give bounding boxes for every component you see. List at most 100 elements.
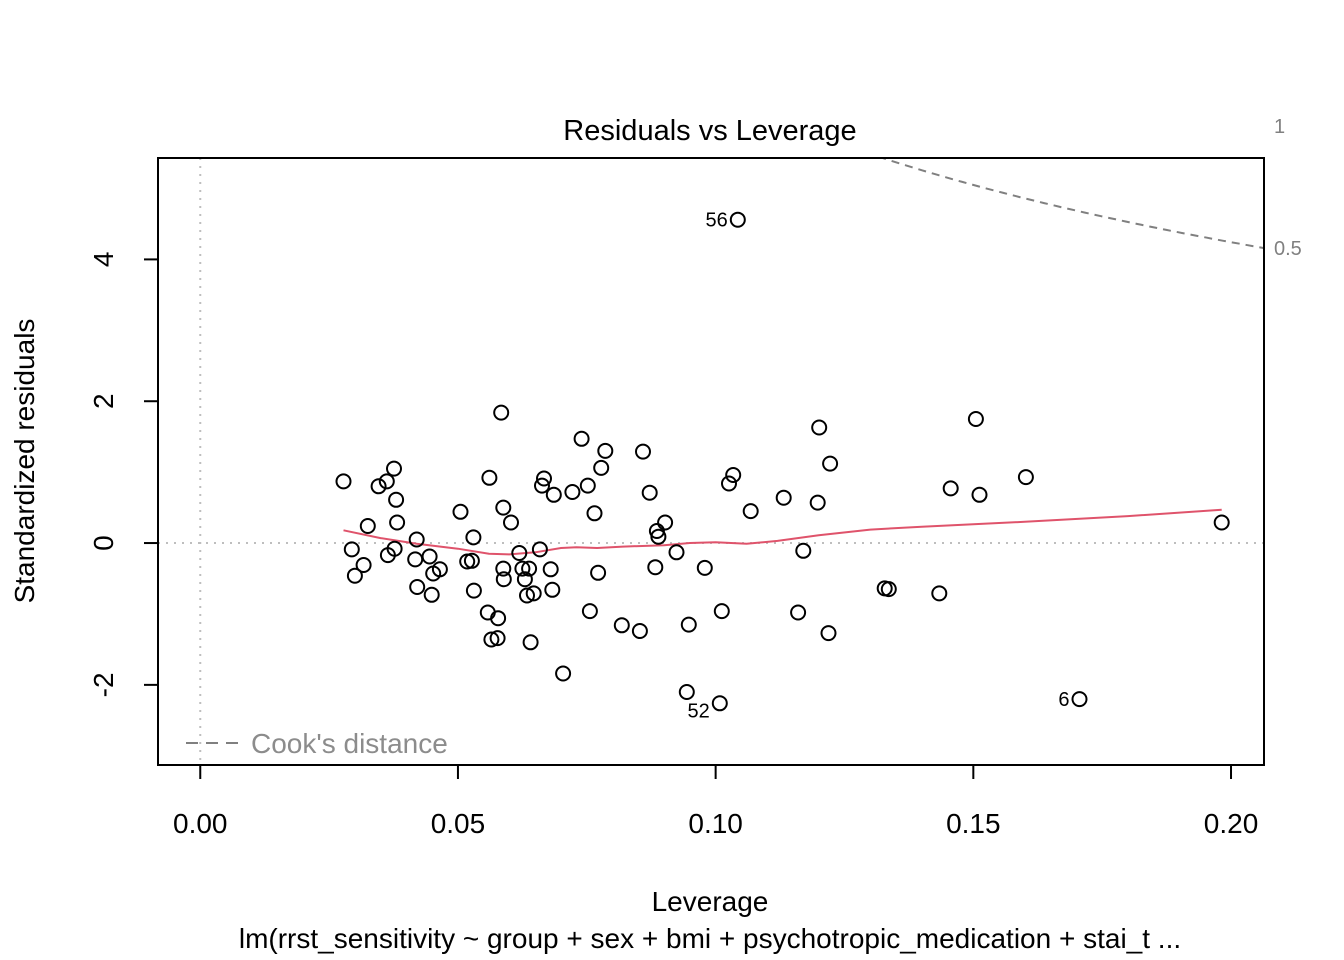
data-point-83 (931, 585, 948, 602)
data-point-45 (544, 581, 561, 598)
data-point-26 (483, 631, 500, 648)
data-point-79 (820, 625, 837, 642)
data-point-76 (795, 542, 812, 559)
cook-contour-label-0: 1 (1274, 116, 1285, 138)
data-point-16 (423, 586, 440, 603)
x-tick-label-3: 0.15 (946, 808, 1001, 839)
data-point-57 (631, 623, 648, 639)
data-point-85 (967, 411, 984, 427)
data-point-38 (521, 560, 538, 577)
cook-contour-0 (613, 0, 1264, 126)
data-point-14 (409, 579, 426, 595)
data-point-67 (696, 559, 713, 576)
data-point-52 (586, 505, 603, 522)
data-point-62 (650, 528, 667, 545)
data-point-84 (942, 480, 959, 497)
data-point-19 (452, 503, 469, 520)
data-point-28 (490, 610, 507, 627)
data-point-1 (343, 541, 360, 558)
data-point-36 (516, 571, 533, 588)
data-point-41 (531, 541, 548, 558)
data-point-46 (545, 486, 562, 503)
data-point-72 (729, 211, 746, 228)
data-point-5 (370, 478, 387, 495)
data-points (335, 211, 1230, 712)
cooks-distance-contours (613, 0, 1264, 250)
data-point-71 (725, 467, 742, 483)
data-point-40 (525, 585, 542, 602)
data-point-35 (514, 560, 531, 577)
data-point-80 (822, 455, 839, 472)
data-point-15 (421, 548, 438, 565)
data-point-51 (581, 603, 598, 620)
data-point-87 (1017, 469, 1034, 486)
data-point-63 (657, 514, 674, 531)
x-tick-label-1: 0.05 (431, 808, 486, 839)
data-point-70 (721, 475, 737, 492)
data-point-18 (431, 561, 448, 578)
data-point-31 (495, 560, 512, 577)
cook-contour-label-1: 0.5 (1274, 238, 1302, 260)
data-point-69 (713, 603, 730, 620)
point-labels: 56 52 6 (688, 210, 1070, 723)
data-point-39 (522, 634, 539, 651)
model-formula-caption: lm(rrst_sensitivity ~ group + sex + bmi … (239, 923, 1181, 954)
data-point-60 (647, 559, 664, 576)
reference-lines (158, 158, 1264, 765)
data-point-82 (880, 581, 897, 598)
data-point-48 (564, 484, 581, 500)
data-point-54 (593, 459, 610, 476)
data-point-4 (359, 518, 376, 534)
x-axis-label: Leverage (652, 886, 769, 917)
y-tick-label-1: 0 (88, 535, 119, 551)
y-tick-label-2: 2 (88, 393, 119, 409)
y-axis-label: Standardized residuals (9, 319, 40, 604)
data-point-74 (775, 489, 792, 506)
data-point-9 (386, 540, 403, 557)
data-point-8 (386, 460, 402, 477)
chart-title: Residuals vs Leverage (563, 115, 856, 147)
data-point-21 (463, 552, 480, 569)
data-point-13 (408, 531, 425, 548)
data-point-12 (407, 551, 424, 568)
data-point-37 (519, 587, 535, 604)
plot-area (158, 0, 1264, 765)
data-point-75 (790, 604, 807, 621)
data-point-42 (534, 477, 550, 494)
data-point-43 (536, 470, 552, 487)
data-point-25 (481, 469, 498, 486)
data-point-53 (590, 564, 607, 581)
point-label-52: 52 (688, 700, 710, 722)
data-point-34 (511, 545, 528, 561)
data-point-22 (465, 529, 482, 546)
point-label-56: 56 (706, 210, 728, 232)
legend-label: Cook's distance (251, 728, 448, 759)
y-tick-label-0: -2 (88, 672, 119, 697)
data-point-29 (493, 404, 510, 421)
data-point-33 (503, 514, 519, 531)
data-point-30 (495, 499, 512, 516)
smoother-line (343, 508, 1222, 556)
data-point-32 (495, 571, 512, 588)
data-point-89 (1213, 514, 1230, 531)
data-point-56 (613, 617, 630, 634)
data-point-68 (711, 695, 728, 712)
smoother-layer (343, 508, 1222, 556)
data-point-64 (668, 544, 685, 561)
data-point-23 (465, 582, 482, 599)
data-point-47 (555, 665, 572, 682)
x-axis: 0.00 0.05 0.10 0.15 0.20 (173, 764, 1259, 839)
x-tick-label-4: 0.20 (1204, 808, 1259, 839)
cook-contour-labels: 10.5 (1274, 116, 1302, 260)
data-point-86 (971, 486, 988, 503)
x-tick-label-2: 0.10 (688, 808, 743, 839)
cook-contour-1 (879, 158, 1264, 250)
data-point-6 (378, 473, 395, 490)
data-point-50 (579, 477, 596, 494)
data-point-77 (809, 494, 826, 511)
data-point-58 (635, 443, 651, 460)
y-tick-label-3: 4 (88, 252, 119, 268)
data-point-73 (742, 503, 759, 520)
legend: Cook's distance (186, 728, 448, 759)
